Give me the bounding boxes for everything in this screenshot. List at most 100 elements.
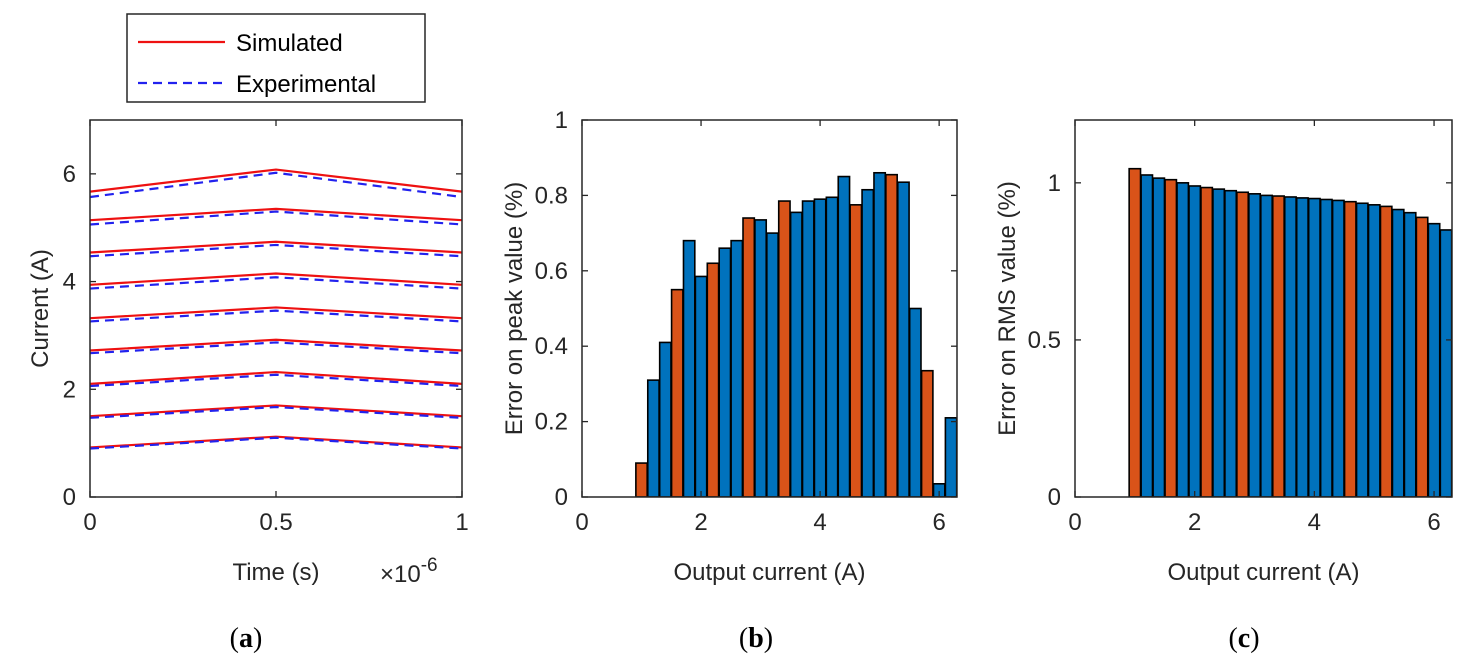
simulated-curve-3 [90, 338, 462, 352]
bar-blue-5 [1188, 185, 1202, 497]
bar-blue-23 [1403, 211, 1417, 497]
bar-orange-9 [1236, 191, 1250, 497]
caption-letter: b [748, 623, 764, 654]
bar-blue-4 [1176, 182, 1190, 497]
bar-orange-6 [1200, 186, 1214, 497]
bar-blue-16 [1319, 198, 1333, 497]
caption-close: ) [1250, 623, 1259, 654]
panel-caption: (c) [1228, 623, 1259, 654]
caption-close: ) [253, 623, 262, 654]
bar-orange-21 [1379, 205, 1393, 497]
plot-area [90, 168, 462, 450]
panel-a: 0 0.5 1 0 2 4 6 Time (s) Current (A) ×10-6 Simulat… [27, 13, 469, 654]
experimental-curve-3 [90, 341, 462, 355]
panel-c: 0 2 4 6 0 0.5 1 Output current (A) Error on RMS … [994, 119, 1453, 654]
simulated-curve-7 [90, 207, 462, 222]
bar-orange-18 [849, 204, 863, 497]
y-axis-label: Error on peak value (%) [501, 182, 528, 435]
bar-blue-8 [730, 239, 744, 497]
bar-blue-15 [813, 198, 827, 497]
bar-blue-20 [873, 171, 887, 497]
legend-box [126, 13, 426, 103]
bar-orange-6 [706, 262, 720, 497]
y-tick-label: 1 [555, 107, 568, 134]
y-tick-label: 1 [1048, 170, 1061, 197]
x-exponent-base: ×10 [380, 561, 421, 588]
bar-blue-22 [896, 181, 910, 497]
bar-blue-22 [1391, 208, 1405, 497]
y-tick-label: 0.2 [535, 409, 568, 436]
bar-blue-17 [1331, 199, 1345, 497]
bar-blue-14 [1295, 197, 1309, 497]
experimental-curve-4 [90, 309, 462, 323]
experimental-curve-5 [90, 276, 462, 290]
bar-blue-4 [682, 239, 696, 497]
bar-orange-18 [1343, 200, 1357, 497]
x-exponent-power: -6 [421, 555, 438, 576]
bar-blue-10 [1248, 193, 1262, 497]
legend-experimental-label: Experimental [236, 71, 376, 98]
bar-blue-7 [718, 247, 732, 497]
plot-area [635, 171, 957, 497]
bar-blue-13 [1283, 196, 1297, 497]
y-tick-label: 4 [63, 269, 76, 296]
caption-close: ) [764, 623, 773, 654]
caption-open: ( [1228, 623, 1237, 654]
caption-open: ( [230, 623, 239, 654]
x-tick-label: 0 [1068, 509, 1081, 536]
experimental-curve-8 [90, 171, 462, 199]
x-axis-label: Output current (A) [1167, 559, 1359, 586]
bar-blue-19 [1355, 202, 1369, 497]
y-tick-label: 2 [63, 376, 76, 403]
bar-orange-0 [635, 462, 648, 497]
bar-blue-17 [837, 175, 851, 497]
x-tick-label: 0 [575, 509, 588, 536]
bar-blue-1 [646, 379, 660, 497]
bar-blue-19 [861, 188, 875, 497]
panel-caption: (a) [230, 623, 263, 654]
y-axis-label: Error on RMS value (%) [994, 181, 1021, 436]
bar-blue-2 [1152, 177, 1166, 497]
bar-orange-0 [1128, 167, 1142, 497]
x-axis-label: Time (s) [232, 559, 319, 586]
x-tick-label: 1 [455, 509, 468, 536]
bar-blue-25 [1427, 222, 1441, 497]
bar-blue-1 [1140, 174, 1154, 497]
experimental-curve-0 [90, 436, 462, 450]
experimental-curve-2 [90, 373, 462, 388]
legend-simulated-label: Simulated [236, 30, 343, 57]
caption-open: ( [739, 623, 748, 654]
simulated-curve-6 [90, 240, 462, 254]
axes-box [1074, 119, 1453, 498]
y-axis-label: Current (A) [27, 249, 54, 368]
y-tick-label: 6 [63, 161, 76, 188]
bar-blue-13 [789, 211, 803, 497]
x-tick-label: 4 [1308, 509, 1321, 536]
bar-blue-23 [908, 307, 922, 497]
bar-blue-7 [1212, 188, 1226, 497]
y-tick-label: 0 [555, 484, 568, 511]
plot-area [1128, 167, 1452, 497]
bar-blue-20 [1367, 204, 1381, 497]
bar-blue-10 [754, 219, 768, 497]
x-tick-label: 6 [1427, 509, 1440, 536]
y-tick-label: 0.5 [1028, 327, 1061, 354]
x-tick-label: 2 [1188, 509, 1201, 536]
x-tick-label: 6 [932, 509, 945, 536]
bar-orange-21 [885, 173, 898, 497]
bar-blue-2 [658, 341, 672, 497]
bar-orange-3 [1164, 178, 1178, 497]
experimental-curve-7 [90, 210, 462, 226]
legend: Simulated Experimental [126, 13, 426, 103]
x-axis-label: Output current (A) [673, 559, 865, 586]
panel-caption: (b) [739, 623, 773, 654]
bar-orange-9 [742, 217, 756, 497]
bar-orange-3 [670, 288, 684, 497]
simulated-curve-5 [90, 272, 462, 286]
bar-orange-12 [1271, 195, 1285, 497]
bar-orange-12 [777, 200, 791, 497]
y-tick-label: 0 [1048, 484, 1061, 511]
x-tick-label: 0.5 [259, 509, 292, 536]
bar-blue-15 [1307, 197, 1321, 497]
